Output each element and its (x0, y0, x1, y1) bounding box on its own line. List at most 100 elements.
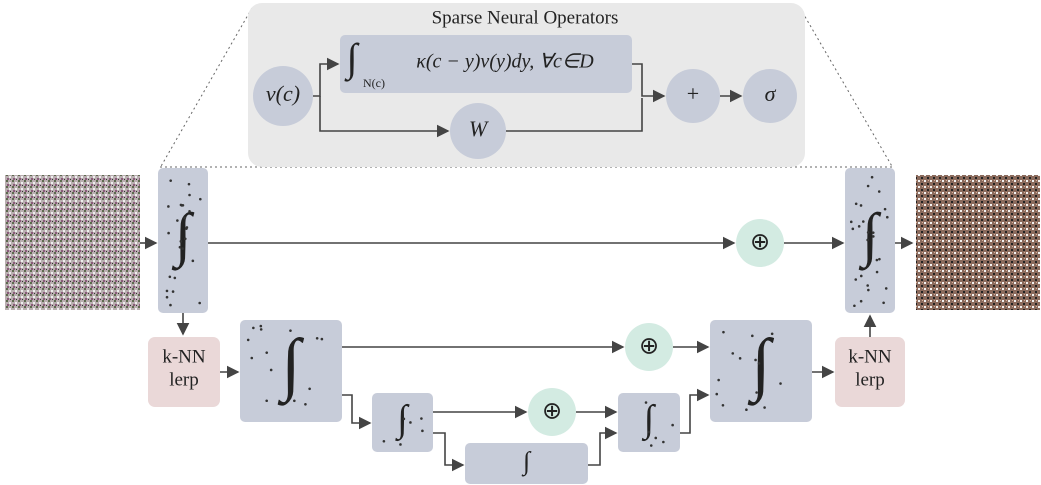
sample-dot (169, 275, 172, 278)
sample-dot (198, 302, 201, 305)
sample-dot (779, 382, 782, 385)
sample-dot (183, 217, 186, 220)
knn-label: lerp (169, 369, 199, 390)
sample-dot (420, 417, 423, 420)
sample-dot (265, 351, 268, 354)
sample-dot (250, 357, 253, 360)
sample-dot (754, 359, 757, 362)
sample-dot (878, 190, 881, 193)
sample-dot (252, 327, 255, 330)
sample-dot (383, 440, 386, 443)
sample-dot (758, 362, 761, 365)
sample-dot (866, 239, 869, 242)
sample-dot (166, 296, 169, 299)
sample-dot (878, 258, 881, 261)
sample-dot (181, 204, 184, 207)
sample-dot (181, 247, 184, 250)
sample-dot (192, 260, 195, 263)
sample-dot (731, 352, 734, 355)
sample-dot (166, 290, 169, 293)
sample-dot (876, 259, 879, 262)
sample-dot (867, 185, 870, 188)
input-node: v(c) (266, 81, 300, 106)
weight-node: W (469, 116, 489, 141)
sample-dot (409, 421, 412, 424)
sample-dot (715, 393, 718, 396)
network: ∫∫∫∫∫∫∫ ⊕ ⊕ ⊕ k-NN lerp k-NN lerp (5, 168, 1040, 484)
sample-dot (739, 357, 742, 360)
integral-symbol: ∫ (747, 326, 774, 406)
sample-dot (858, 225, 861, 228)
sample-dot (421, 430, 424, 433)
sample-dot (882, 301, 885, 304)
sample-dot (176, 219, 179, 222)
skip-add: ⊕ (750, 230, 770, 256)
sample-dot (260, 328, 263, 331)
sample-dot (169, 304, 172, 307)
sample-dot (885, 287, 888, 290)
operator-body: κ(c − y)v(y)dy, ∀c∈D (416, 51, 594, 73)
input-image (5, 175, 140, 310)
sample-dot (860, 204, 863, 207)
sample-dot (247, 339, 250, 342)
sample-dot (886, 216, 889, 219)
knn-label: k-NN (848, 346, 892, 367)
sample-dot (862, 220, 865, 223)
sample-dot (167, 205, 170, 208)
sample-dot (293, 399, 296, 402)
sample-dot (650, 444, 653, 447)
sample-dot (188, 194, 191, 197)
knn-label: k-NN (162, 346, 206, 367)
activation-node: σ (765, 81, 777, 106)
sample-dot (860, 300, 863, 303)
panel: Sparse Neural Operators v(c) ∫ N(c) κ(c … (160, 3, 893, 168)
sample-dot (860, 275, 863, 278)
skip-add: ⊕ (639, 334, 659, 360)
integral-symbol: ∫ (277, 326, 304, 406)
sample-dot (167, 232, 170, 235)
sample-dot (871, 176, 874, 179)
sample-dot (717, 379, 720, 382)
sample-dot (648, 431, 651, 434)
sample-dot (321, 338, 324, 341)
sample-dot (304, 403, 307, 406)
sample-dot (722, 404, 725, 407)
sample-dot (188, 183, 191, 186)
sample-dot (872, 231, 875, 234)
sample-dot (867, 231, 870, 234)
sample-dot (745, 408, 748, 411)
sample-dot (867, 289, 870, 292)
panel-title: Sparse Neural Operators (432, 7, 619, 28)
sample-dot (763, 406, 766, 409)
sample-dot (645, 401, 648, 404)
diagram: Sparse Neural Operators v(c) ∫ N(c) κ(c … (0, 0, 1041, 485)
sample-dot (265, 399, 268, 402)
knn-label: lerp (855, 369, 885, 390)
sample-dot (722, 331, 725, 334)
sample-dot (876, 271, 879, 274)
sample-dot (169, 179, 172, 182)
sample-dot (852, 228, 855, 231)
sample-dot (855, 202, 858, 205)
sample-dot (850, 221, 853, 224)
sample-dot (289, 329, 292, 332)
sample-dot (174, 277, 177, 280)
sample-dot (755, 391, 758, 394)
sample-dot (316, 337, 319, 340)
sample-dot (771, 332, 774, 335)
sample-dot (671, 424, 674, 427)
sample-dot (662, 441, 665, 444)
sample-dot (308, 387, 311, 390)
operator-domain: N(c) (363, 76, 385, 90)
sample-dot (172, 290, 175, 293)
sample-dot (179, 246, 182, 249)
sample-dot (260, 325, 263, 328)
sample-dot (199, 198, 202, 201)
skip-add: ⊕ (542, 399, 562, 425)
sample-dot (270, 369, 273, 372)
sample-dot (751, 335, 754, 338)
sample-dot (884, 208, 887, 211)
sample-dot (872, 235, 875, 238)
sample-dot (186, 226, 189, 229)
sample-dot (853, 304, 856, 307)
